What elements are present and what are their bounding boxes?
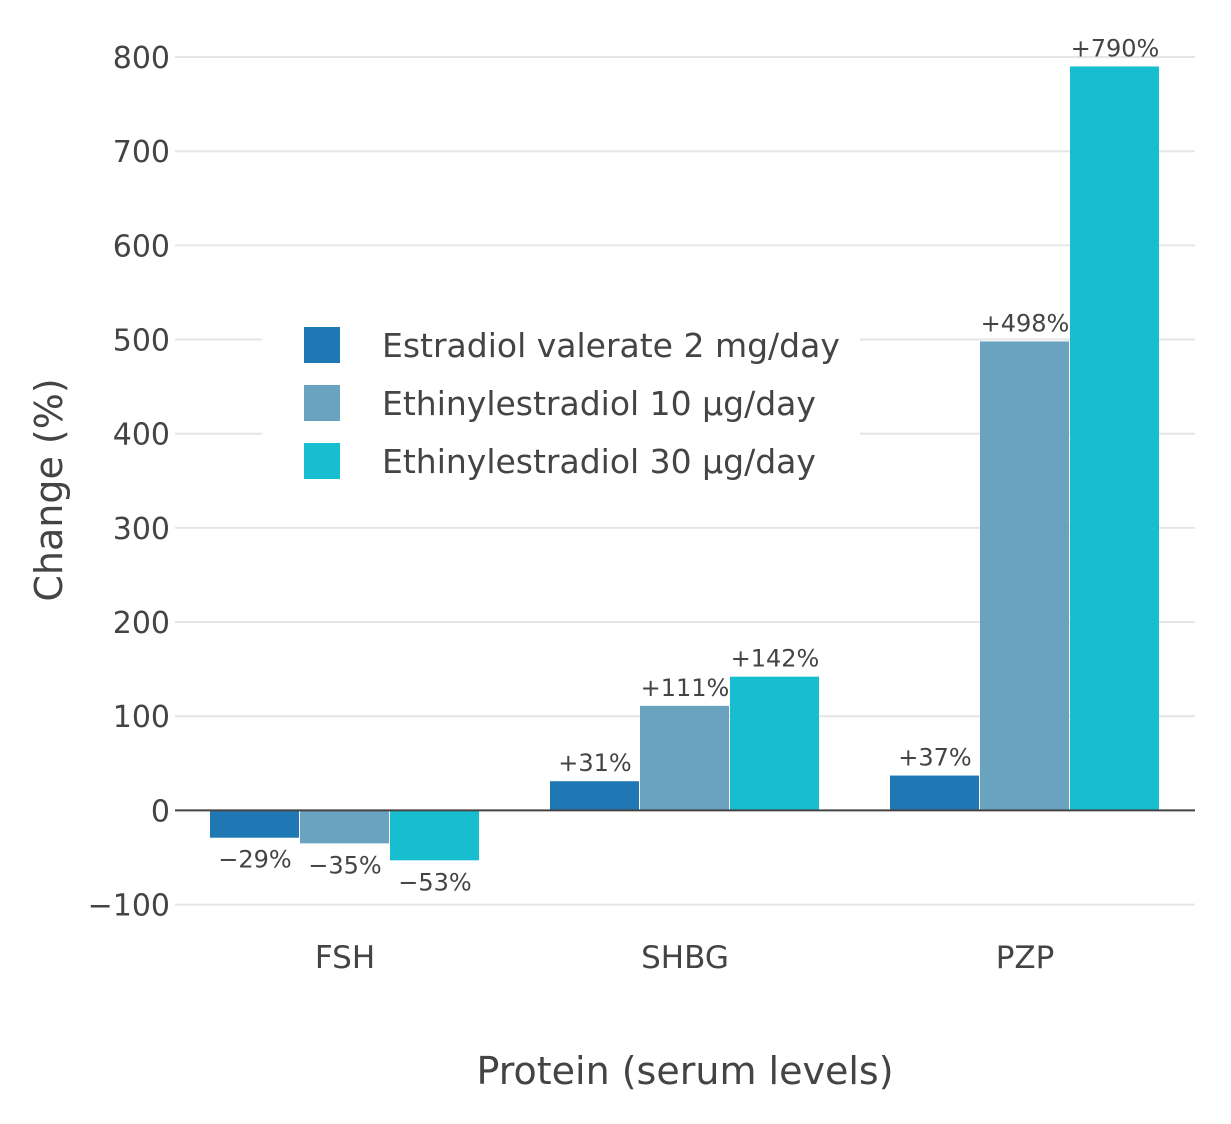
- bar: [640, 705, 729, 811]
- data-label: +37%: [898, 744, 971, 772]
- bar: [980, 341, 1069, 811]
- legend-label: Estradiol valerate 2 mg/day: [382, 326, 840, 365]
- data-label: +498%: [981, 309, 1070, 337]
- y-axis-ticks: −100 0 100 200 300 400 500 600 700 800: [88, 41, 170, 924]
- y-tick-label: 500: [113, 324, 170, 359]
- legend-swatch: [304, 443, 340, 479]
- y-tick-label: 600: [113, 229, 170, 264]
- x-axis-title: Protein (serum levels): [476, 1049, 893, 1093]
- y-tick-label: −100: [88, 889, 170, 924]
- legend-swatch: [304, 327, 340, 363]
- legend-label: Ethinylestradiol 10 µg/day: [382, 384, 816, 423]
- y-tick-label: 700: [113, 135, 170, 170]
- bar: [390, 810, 479, 861]
- data-label: +142%: [731, 645, 820, 673]
- data-label: −29%: [218, 846, 291, 874]
- data-label: −35%: [308, 851, 381, 879]
- legend-swatch: [304, 385, 340, 421]
- y-tick-label: 300: [113, 512, 170, 547]
- data-label: +790%: [1071, 34, 1160, 62]
- bar: [890, 775, 979, 811]
- y-tick-label: 800: [113, 41, 170, 76]
- data-label: +31%: [558, 749, 631, 777]
- data-label: +111%: [641, 674, 730, 702]
- legend-background: [262, 310, 860, 496]
- y-tick-label: 0: [151, 794, 170, 829]
- x-tick-label: PZP: [996, 940, 1055, 976]
- bar: [210, 810, 299, 838]
- bar: [730, 676, 819, 811]
- y-tick-label: 400: [113, 418, 170, 453]
- bar: [550, 781, 639, 811]
- x-tick-label: SHBG: [641, 940, 729, 976]
- y-tick-label: 100: [113, 700, 170, 735]
- legend: Estradiol valerate 2 mg/day Ethinylestrad…: [262, 310, 860, 496]
- bar: [1070, 66, 1159, 811]
- bars: [210, 66, 1159, 861]
- y-axis-title: Change (%): [27, 378, 71, 601]
- data-label: −53%: [398, 868, 471, 896]
- x-axis-categories: FSH SHBG PZP: [315, 940, 1054, 976]
- data-labels: −29% −35% −53% +31% +111%+142% +37% +498% +790%: [218, 34, 1159, 896]
- x-tick-label: FSH: [315, 940, 375, 976]
- y-tick-label: 200: [113, 606, 170, 641]
- legend-label: Ethinylestradiol 30 µg/day: [382, 442, 816, 481]
- bar: [300, 810, 389, 844]
